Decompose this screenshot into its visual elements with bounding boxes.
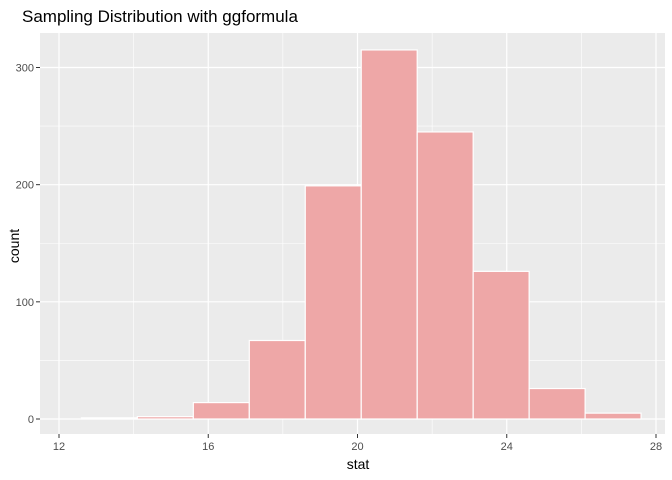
histogram-bar [584, 412, 642, 420]
histogram-bar [528, 387, 586, 420]
histogram-bar [416, 131, 474, 420]
y-tick-label: 0 [28, 414, 34, 426]
x-axis-title: stat [347, 456, 370, 472]
y-tick-label: 100 [16, 297, 34, 309]
histogram-bar [80, 417, 138, 420]
histogram-bar [304, 185, 362, 420]
y-axis-title: count [6, 229, 22, 263]
x-tick-label: 16 [202, 441, 214, 453]
histogram-bar [472, 270, 530, 420]
histogram-bars [80, 49, 642, 420]
y-tick-label: 200 [16, 180, 34, 192]
histogram-bar [192, 401, 250, 420]
y-axis: 0 100 200 300 [16, 63, 40, 426]
x-axis: 12 16 20 24 28 [53, 434, 662, 453]
x-tick-label: 12 [53, 441, 65, 453]
chart-title: Sampling Distribution with ggformula [22, 7, 298, 26]
x-tick-label: 20 [351, 441, 363, 453]
x-tick-label: 28 [650, 441, 662, 453]
histogram-bar [136, 416, 194, 420]
x-tick-label: 24 [501, 441, 513, 453]
histogram-bar [248, 339, 306, 420]
y-tick-label: 300 [16, 63, 34, 75]
histogram-bar [360, 49, 418, 420]
